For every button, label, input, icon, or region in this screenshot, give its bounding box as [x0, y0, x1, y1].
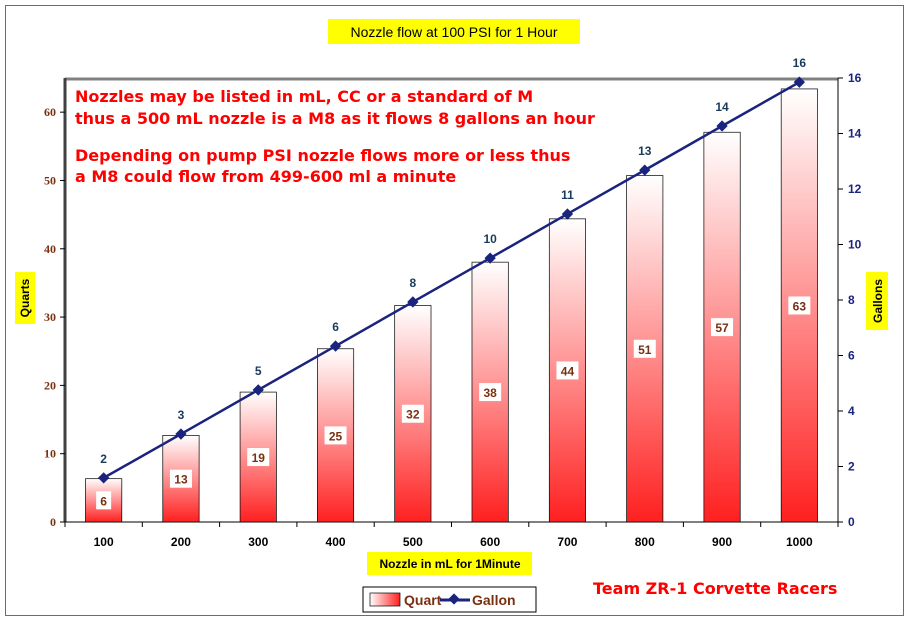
gallon-line [103, 81, 800, 479]
y2-tick-label: 2 [848, 460, 855, 474]
gallon-point [252, 384, 264, 396]
bar-data-label: 38 [483, 386, 497, 400]
x-tick-label: 1000 [786, 535, 813, 549]
bar-quart [548, 218, 586, 523]
x-tick-label: 900 [712, 535, 732, 549]
y-tick-label: 60 [44, 105, 56, 119]
gallon-point [484, 252, 496, 264]
gallon-point [561, 208, 574, 220]
gallon-data-label: 13 [638, 144, 652, 158]
x-tick-label: 100 [94, 535, 114, 549]
gallon-data-label: 5 [255, 364, 262, 378]
bar-data-label: 19 [252, 451, 266, 465]
y-tick-label: 40 [44, 242, 56, 256]
gallon-point [716, 120, 728, 132]
credit-text: Team ZR-1 Corvette Racers [593, 579, 837, 598]
y-tick-label: 50 [44, 173, 56, 187]
bar-data-label: 25 [329, 429, 343, 443]
legend-gallon-marker [448, 593, 460, 605]
bar-data-label: 57 [715, 321, 729, 335]
annotation-3: Depending on pump PSI nozzle flows more … [75, 146, 570, 165]
legend-quart-label: Quart [404, 592, 442, 608]
gallon-data-label: 14 [715, 100, 729, 114]
gallon-data-label: 16 [793, 56, 807, 70]
legend-quart-swatch [369, 592, 401, 607]
gallon-data-label: 6 [332, 320, 339, 334]
y2-tick-label: 4 [848, 404, 855, 418]
bar-label-box [96, 491, 112, 510]
bar-data-label: 63 [793, 299, 807, 313]
bar-data-label: 44 [561, 364, 575, 378]
x-tick-label: 400 [326, 535, 346, 549]
y-tick-label: 30 [44, 310, 56, 324]
annotation-2: thus a 500 mL nozzle is a M8 as it flows… [75, 109, 595, 128]
y2-tick-label: 14 [848, 127, 862, 141]
bar-label-box [479, 383, 502, 402]
y2-axis-label: Gallons [871, 279, 885, 323]
y-axis-label: Quarts [18, 278, 32, 317]
legend: Quart Gallon [362, 586, 537, 613]
x-axis-label: Nozzle in mL for 1Minute [379, 557, 520, 571]
x-tick-label: 500 [403, 535, 423, 549]
bar-label-box [556, 361, 579, 380]
gallon-data-label: 3 [178, 408, 185, 422]
y2-tick-label: 16 [848, 71, 862, 85]
bar-label-box [324, 426, 347, 445]
gallon-data-label: 8 [410, 276, 417, 290]
y2-tick-label: 6 [848, 349, 855, 363]
y-axis-label-box [15, 272, 35, 324]
x-tick-label: 700 [557, 535, 577, 549]
legend-gallon-label: Gallon [472, 592, 516, 608]
bar-data-label: 51 [638, 343, 652, 357]
y2-tick-label: 8 [848, 293, 855, 307]
y-tick-label: 20 [44, 378, 56, 392]
y2-axis-label-box [866, 272, 888, 330]
bar-data-label: 32 [406, 408, 420, 422]
y2-tick-label: 10 [848, 238, 862, 252]
gallon-point [639, 164, 651, 176]
bar-label-box [711, 318, 734, 337]
annotation-1: Nozzles may be listed in mL, CC or a sta… [75, 87, 533, 106]
gallon-data-label: 2 [100, 452, 107, 466]
bar-data-label: 6 [100, 494, 107, 508]
gallon-data-label: 11 [561, 188, 574, 202]
y2-tick-label: 0 [848, 515, 855, 529]
x-axis-label-box [367, 552, 532, 575]
x-tick-label: 600 [480, 535, 500, 549]
bar-label-box [401, 404, 424, 423]
y-tick-label: 0 [50, 515, 56, 529]
y-tick-label: 10 [44, 447, 56, 461]
y2-tick-label: 12 [848, 182, 862, 196]
chart-title: Nozzle flow at 100 PSI for 1 Hour [351, 24, 558, 40]
x-tick-label: 200 [171, 535, 191, 549]
bar-label-box [169, 469, 192, 488]
x-tick-label: 300 [248, 535, 268, 549]
bar-label-box [788, 296, 811, 315]
gallon-data-label: 10 [483, 232, 497, 246]
title-box [328, 19, 580, 44]
gallon-point [329, 340, 342, 352]
gallon-point [175, 428, 187, 440]
bar-label-box [247, 448, 270, 467]
bar-data-label: 13 [174, 473, 188, 487]
x-tick-label: 800 [635, 535, 655, 549]
annotation-4: a M8 could flow from 499-600 ml a minute [75, 167, 456, 186]
gallon-point [407, 296, 419, 308]
bar-label-box [633, 339, 656, 358]
